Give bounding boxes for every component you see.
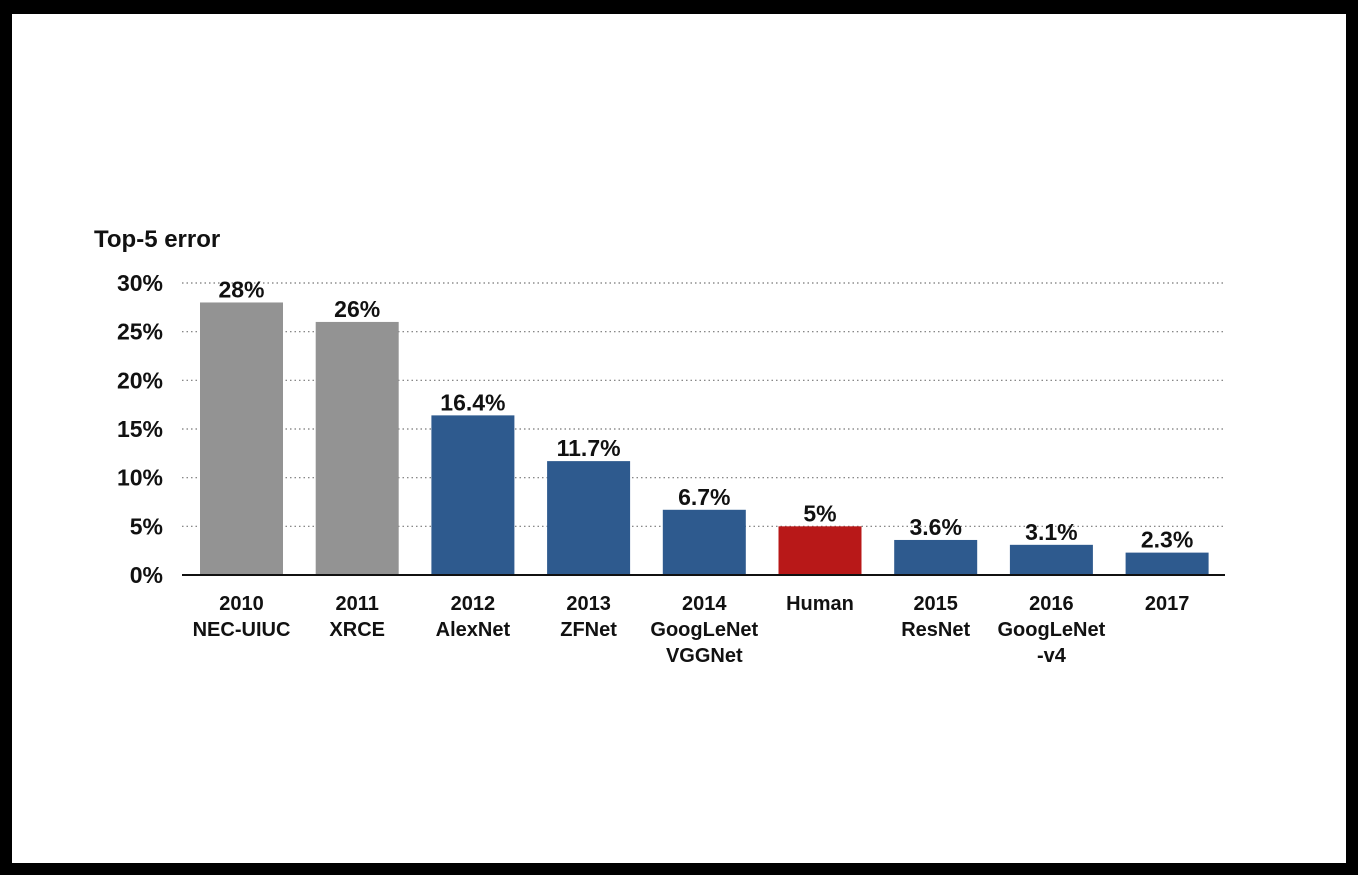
y-tick-label: 30%: [117, 270, 163, 296]
y-tick-label: 20%: [117, 367, 163, 393]
bar: [894, 539, 978, 575]
category-label: 2015 ResNet: [901, 593, 970, 641]
bar: [547, 461, 631, 575]
value-label: 3.6%: [909, 514, 961, 540]
bar: [1125, 552, 1209, 575]
y-tick-label: 10%: [117, 465, 163, 491]
bar: [1009, 544, 1093, 575]
grid-lines: [182, 282, 1225, 527]
value-labels: 28% 26% 16.4% 11.7% 6.7% 5% 3.6% 3.1% 2.3%: [218, 276, 1193, 552]
category-label: 2017: [1145, 593, 1190, 615]
value-label: 26%: [334, 296, 380, 322]
bar: [778, 526, 862, 575]
bars: [200, 302, 1209, 575]
value-label: 5%: [803, 500, 836, 526]
y-tick-label: 5%: [130, 513, 163, 539]
y-tick-labels: 0% 5% 10% 15% 20% 25% 30%: [117, 270, 163, 588]
y-tick-label: 0%: [130, 562, 163, 588]
bar: [662, 509, 746, 575]
bar: [315, 321, 399, 575]
bar: [200, 302, 283, 575]
category-label: 2011 XRCE: [329, 593, 385, 641]
value-label: 6.7%: [678, 484, 730, 510]
y-axis-title: Top-5 error: [94, 226, 220, 253]
category-label: 2014 GoogLeNet VGGNet: [650, 593, 758, 667]
value-label: 16.4%: [440, 389, 505, 415]
category-labels: 2010 NEC-UIUC 2011 XRCE 2012 AlexNet 2013 ZFNet…: [193, 593, 1190, 667]
bar: [431, 415, 515, 575]
category-label: 2013 ZFNet: [560, 593, 617, 641]
y-tick-label: 25%: [117, 319, 163, 345]
category-label: Human: [786, 593, 854, 615]
category-label: 2010 NEC-UIUC: [193, 593, 291, 641]
category-label: 2012 AlexNet: [436, 593, 511, 641]
value-label: 3.1%: [1025, 519, 1077, 545]
value-label: 28%: [218, 276, 264, 302]
value-label: 2.3%: [1141, 527, 1193, 553]
category-label: 2016 GoogLeNet -v4: [998, 593, 1106, 667]
y-tick-label: 15%: [117, 416, 163, 442]
value-label: 11.7%: [557, 435, 621, 461]
